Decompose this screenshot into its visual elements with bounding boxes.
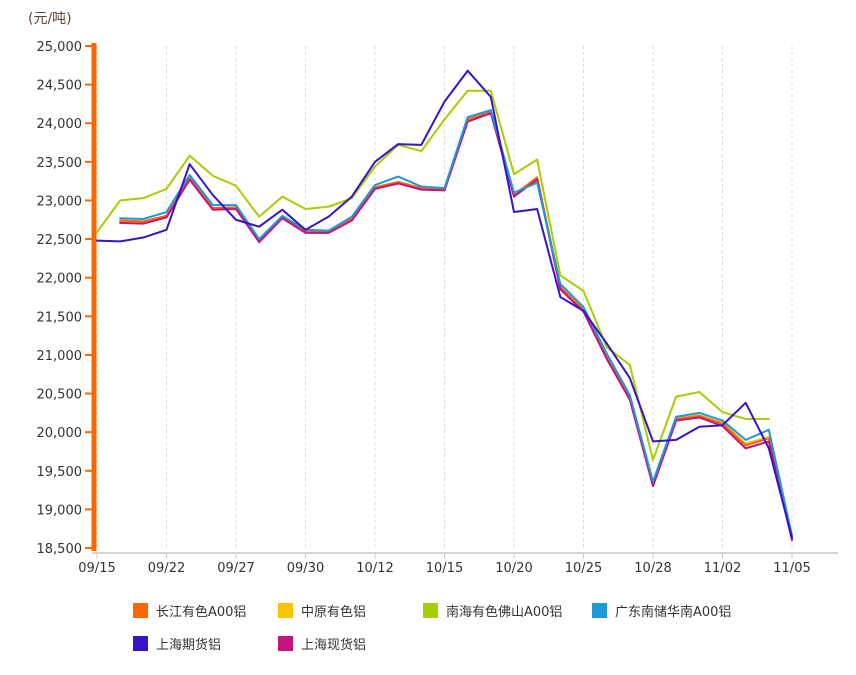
legend-label: 上海期货铝 (156, 638, 222, 653)
line-chart-plot: 09/15 09/22 09/27 09/30 10/12 10/15 10/20 10/25… (37, 40, 838, 576)
y-tick-label: 23,500 (37, 156, 83, 171)
legend-color-swatch (133, 636, 148, 651)
x-tick-label: 09/22 (148, 561, 185, 576)
legend-item-changjiang-a00: 长江有色A00铝 (133, 601, 246, 620)
x-tick-label: 10/28 (634, 561, 671, 576)
y-tick-label: 21,500 (37, 310, 83, 325)
y-tick-label: 22,500 (37, 233, 83, 248)
legend-item-shanghai-spot: 上海现货铝 (278, 634, 366, 653)
x-tick-label: 10/12 (356, 561, 393, 576)
y-tick-label: 22,000 (37, 272, 83, 287)
series-line-4 (96, 69, 793, 539)
legend-item-guangdong-nanchu-a00: 广东南储华南A00铝 (592, 601, 731, 620)
x-tick-label: 10/25 (565, 561, 602, 576)
x-tick-label: 09/30 (287, 561, 324, 576)
x-tick-label: 10/20 (495, 561, 532, 576)
legend-label: 上海现货铝 (301, 638, 367, 653)
series-line-1 (119, 111, 793, 539)
legend-color-swatch (133, 603, 148, 618)
y-axis-unit-label: (元/吨) (28, 11, 72, 27)
y-tick-label: 24,500 (37, 79, 83, 94)
legend-label: 广东南储华南A00铝 (615, 605, 732, 620)
series-line-3 (119, 109, 793, 537)
x-tick-label: 11/05 (773, 561, 810, 576)
legend-color-swatch (278, 603, 293, 618)
legend-label: 中原有色铝 (301, 605, 367, 620)
legend-color-swatch (423, 603, 438, 618)
x-tick-label: 09/15 (78, 561, 115, 576)
series-line-2 (96, 89, 770, 461)
x-tick-label: 11/02 (704, 561, 741, 576)
y-tick-label: 24,000 (37, 117, 83, 132)
axis-labels: 09/15 09/22 09/27 09/30 10/12 10/15 10/20 10/25… (37, 40, 811, 576)
legend-label: 南海有色佛山A00铝 (446, 605, 563, 620)
axes (85, 43, 838, 559)
y-tick-label: 20,500 (37, 388, 83, 403)
y-tick-label: 21,000 (37, 349, 83, 364)
legend-item-shanghai-futures: 上海期货铝 (133, 634, 221, 653)
y-tick-label: 18,500 (37, 542, 83, 557)
legend-color-swatch (278, 636, 293, 651)
y-tick-label: 20,000 (37, 426, 83, 441)
y-tick-label: 23,000 (37, 194, 83, 209)
legend-item-nanhai-foshan-a00: 南海有色佛山A00铝 (423, 601, 562, 620)
legend-color-swatch (592, 603, 607, 618)
series-line-0 (119, 110, 793, 540)
x-tick-label: 09/27 (217, 561, 254, 576)
x-tick-label: 10/15 (426, 561, 463, 576)
y-tick-label: 19,000 (37, 503, 83, 518)
y-tick-label: 25,000 (37, 40, 83, 55)
series-line-5 (119, 112, 793, 542)
series-lines (96, 69, 793, 542)
y-tick-label: 19,500 (37, 465, 83, 480)
gridlines (96, 46, 793, 548)
legend-item-zhongyuan: 中原有色铝 (278, 601, 366, 620)
legend-label: 长江有色A00铝 (156, 605, 247, 620)
